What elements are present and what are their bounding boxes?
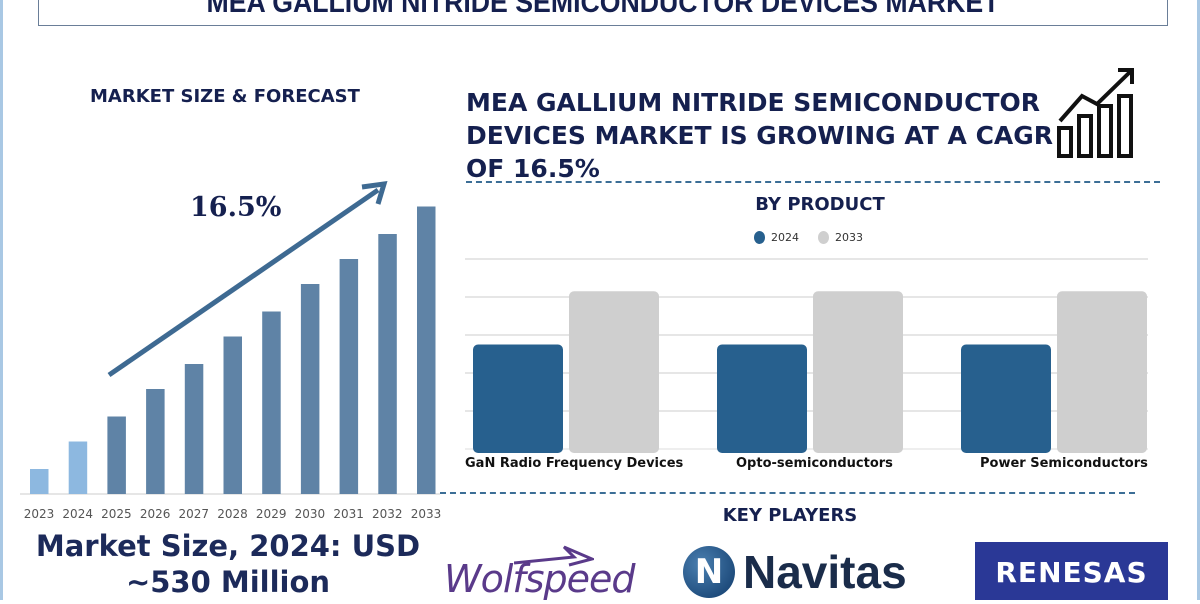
wolfspeed-text: Wolfspeed bbox=[444, 557, 636, 601]
legend-item-2033: 2033 bbox=[818, 231, 863, 244]
bar-2033 bbox=[569, 291, 659, 453]
renesas-logo: RENESAS bbox=[975, 542, 1168, 600]
navitas-icon: N bbox=[683, 546, 735, 598]
bar-2033 bbox=[417, 206, 436, 494]
growth-chart-icon bbox=[1057, 68, 1134, 158]
tick-label: 2024 bbox=[62, 507, 93, 521]
tick-label: 2033 bbox=[411, 507, 442, 521]
category-label: GaN Radio Frequency Devices bbox=[465, 456, 684, 471]
tick-label: 2032 bbox=[372, 507, 403, 521]
bar-2024 bbox=[68, 441, 88, 494]
tick-label: 2028 bbox=[217, 507, 248, 521]
navitas-text: Navitas bbox=[743, 546, 907, 598]
tick-label: 2023 bbox=[24, 507, 55, 521]
category-label: Opto-semiconductors bbox=[736, 456, 893, 471]
legend-swatch bbox=[818, 231, 829, 244]
bar-2028 bbox=[223, 336, 242, 494]
legend-label: 2024 bbox=[771, 231, 799, 244]
wolfspeed-logo: Wolfspeed bbox=[444, 545, 636, 601]
bar-2024 bbox=[961, 344, 1051, 453]
bar-2024 bbox=[717, 344, 807, 453]
navitas-logo: N Navitas bbox=[683, 545, 907, 599]
key-players-heading: KEY PLAYERS bbox=[722, 505, 858, 526]
legend-label: 2033 bbox=[835, 231, 863, 244]
bar-2033 bbox=[1057, 291, 1147, 453]
market-size-heading: MARKET SIZE & FORECAST bbox=[90, 86, 360, 107]
cagr-label: 16.5% bbox=[190, 192, 282, 223]
tick-label: 2026 bbox=[140, 507, 171, 521]
trend-arrow bbox=[107, 187, 380, 378]
bar-2025 bbox=[107, 416, 126, 494]
category-label: Power Semiconductors bbox=[980, 456, 1148, 471]
tick-label: 2030 bbox=[295, 507, 326, 521]
bar-2029 bbox=[262, 311, 281, 494]
bar-2031 bbox=[339, 259, 359, 494]
bar-2030 bbox=[300, 284, 320, 494]
tick-label: 2025 bbox=[101, 507, 132, 521]
bar-2026 bbox=[146, 389, 165, 494]
product-chart bbox=[465, 258, 1148, 453]
title-banner: MEA GALLIUM NITRIDE SEMICONDUCTOR DEVICE… bbox=[38, 0, 1168, 26]
tick-label: 2031 bbox=[333, 507, 364, 521]
legend-swatch bbox=[754, 231, 765, 244]
chart-title: BY PRODUCT bbox=[755, 194, 885, 215]
bar-2032 bbox=[378, 234, 397, 494]
bar-2023 bbox=[30, 469, 49, 494]
market-size-line2: ~530 Million bbox=[125, 565, 331, 599]
market-forecast-chart: 2023 2024 2025 2026 2027 2028 2029 2030 2031 2032… bbox=[20, 180, 442, 521]
tick-label: 2029 bbox=[256, 507, 287, 521]
bar-2033 bbox=[813, 291, 903, 453]
market-size-text: Market Size, 2024: USD ~530 Million bbox=[18, 528, 438, 600]
legend-item-2024: 2024 bbox=[754, 231, 799, 244]
divider bbox=[466, 181, 1160, 183]
arrow-head-icon bbox=[361, 180, 388, 205]
tick-label: 2027 bbox=[179, 507, 210, 521]
page-title: MEA GALLIUM NITRIDE SEMICONDUCTOR DEVICE… bbox=[206, 0, 1000, 19]
market-size-line1: Market Size, 2024: USD bbox=[35, 529, 421, 563]
bar-2027 bbox=[184, 364, 204, 494]
bar-2024 bbox=[473, 344, 563, 453]
divider bbox=[440, 492, 1135, 494]
growth-statement: MEA GALLIUM NITRIDE SEMICONDUCTOR DEVICE… bbox=[466, 88, 1054, 183]
